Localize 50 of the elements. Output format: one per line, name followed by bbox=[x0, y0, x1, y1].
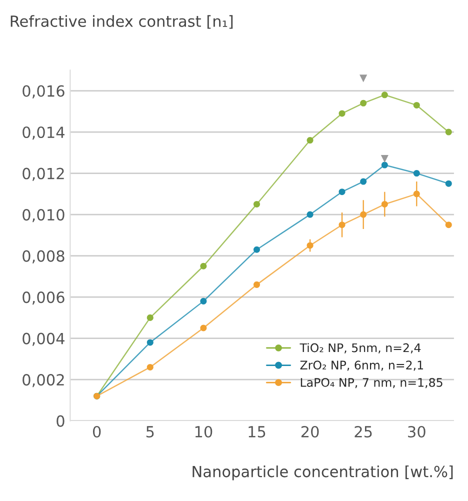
point bbox=[338, 222, 346, 228]
point bbox=[360, 211, 367, 218]
x-tick-label: 15 bbox=[248, 426, 266, 438]
point bbox=[360, 74, 368, 82]
point bbox=[338, 188, 346, 196]
point bbox=[200, 324, 207, 332]
point bbox=[146, 364, 154, 370]
point bbox=[200, 298, 207, 304]
x-tick-label: 25 bbox=[354, 426, 372, 438]
point bbox=[253, 200, 260, 208]
point bbox=[445, 222, 452, 228]
point bbox=[306, 242, 314, 249]
y-tick-label: 0,014 bbox=[22, 126, 64, 140]
point bbox=[306, 137, 314, 144]
point bbox=[413, 190, 420, 198]
point bbox=[413, 170, 420, 177]
y-tick-label: 0,002 bbox=[22, 374, 64, 388]
point bbox=[360, 100, 367, 106]
legend-label: LaPO₄ NP, 7 nm, n=1,85 bbox=[300, 378, 442, 388]
point bbox=[381, 200, 388, 208]
point bbox=[146, 314, 154, 321]
y-tick-label: 0,010 bbox=[22, 209, 64, 222]
x-tick-label: 30 bbox=[408, 426, 426, 438]
y-tick-label: 0,006 bbox=[22, 292, 64, 305]
y-axis-title: Refractive index contrast [n₁] bbox=[10, 15, 233, 29]
point bbox=[413, 102, 420, 108]
x-tick-label: 10 bbox=[195, 426, 212, 438]
legend-label: TiO₂ NP, 5nm, n=2,4 bbox=[300, 343, 421, 354]
point bbox=[360, 178, 367, 185]
x-axis-title: Nanoparticle concentration [wt.%] bbox=[192, 465, 453, 480]
point bbox=[380, 155, 388, 163]
point bbox=[381, 92, 388, 98]
y-tick-label: 0 bbox=[56, 415, 64, 427]
point bbox=[253, 281, 260, 288]
point bbox=[200, 262, 207, 270]
x-tick-label: 0 bbox=[92, 426, 101, 438]
point bbox=[445, 180, 452, 187]
y-tick-label: 0,016 bbox=[22, 85, 64, 98]
x-tick-label: 5 bbox=[146, 426, 154, 438]
y-tick-label: 0,008 bbox=[22, 250, 64, 264]
point bbox=[381, 162, 388, 168]
legend-label: ZrO₂ NP, 6nm, n=2,1 bbox=[300, 360, 423, 371]
point bbox=[253, 246, 260, 253]
y-tick-label: 0,004 bbox=[22, 332, 64, 346]
x-tick-label: 20 bbox=[301, 426, 319, 438]
point bbox=[306, 211, 314, 218]
point bbox=[146, 339, 154, 346]
point bbox=[445, 128, 452, 136]
y-tick-label: 0,012 bbox=[22, 168, 64, 181]
point bbox=[338, 110, 346, 117]
